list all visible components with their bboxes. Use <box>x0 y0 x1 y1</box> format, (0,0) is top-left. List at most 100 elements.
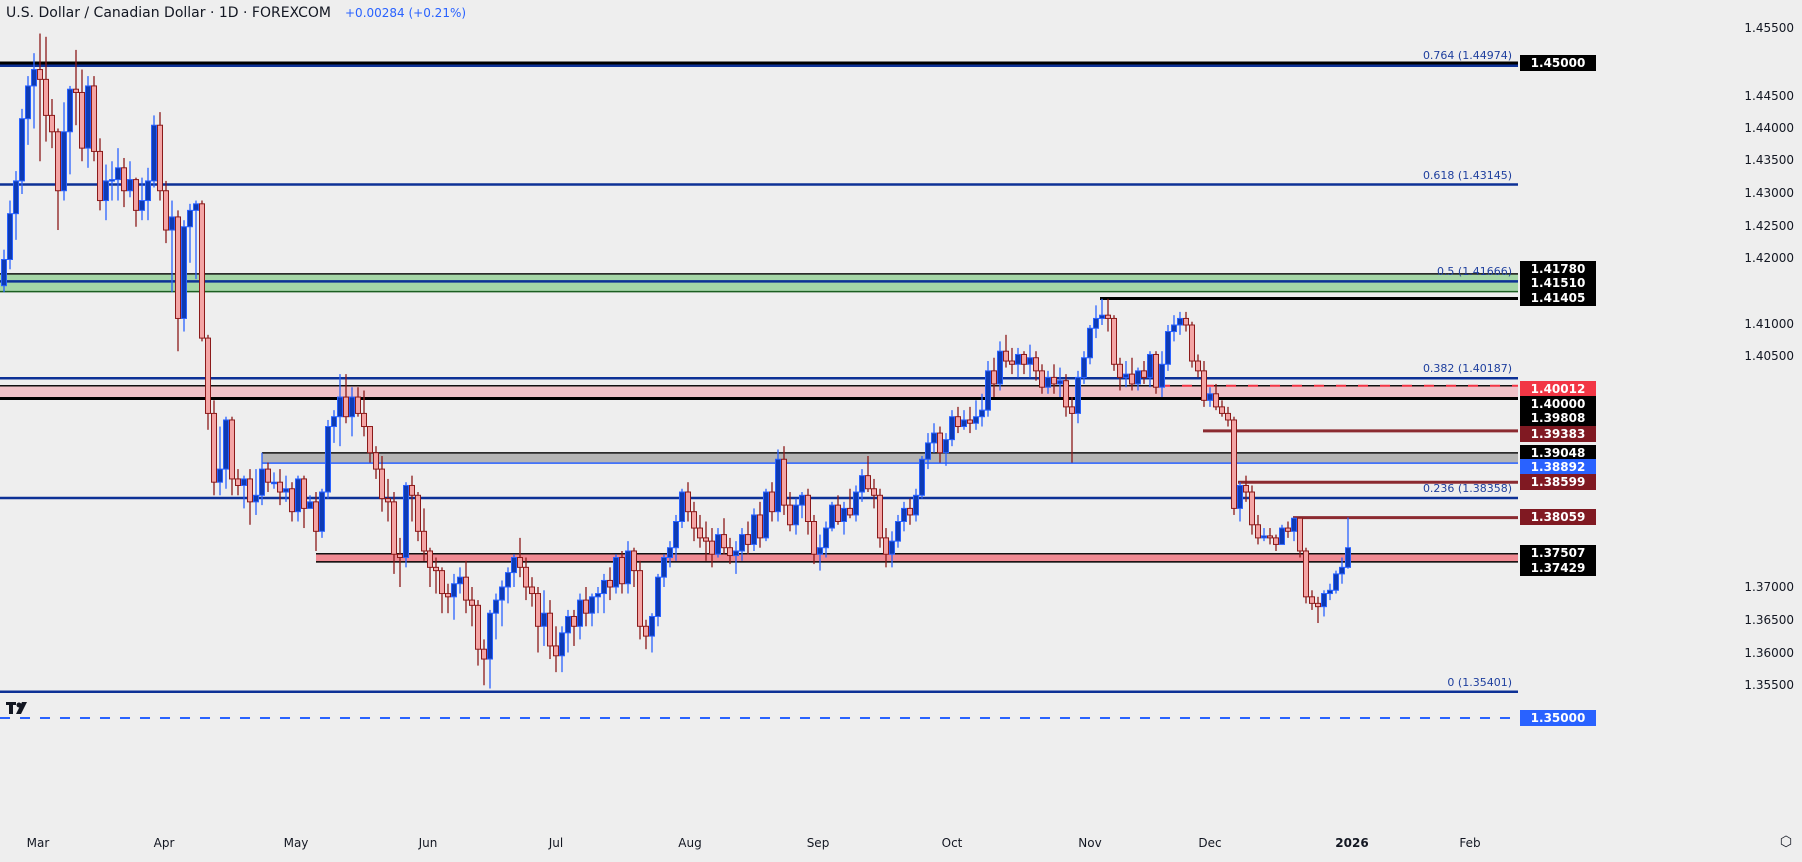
price-tag-1.38599: 1.38599 <box>1520 474 1596 490</box>
candle-body <box>673 521 679 549</box>
candle <box>121 157 127 208</box>
time-axis[interactable]: Mar Apr May Jun Jul Aug Sep Oct Nov Dec 2026 Feb <box>0 830 1802 862</box>
candle <box>283 475 289 502</box>
candle-body <box>757 514 763 539</box>
candle-body <box>1285 527 1291 532</box>
candle-body <box>841 507 847 522</box>
candle <box>721 518 727 555</box>
candle-body <box>553 645 559 657</box>
candle <box>1105 298 1111 332</box>
candle-body <box>805 494 811 522</box>
candle-body <box>913 494 919 516</box>
candle <box>145 167 151 221</box>
candle-body <box>103 180 109 202</box>
candle <box>571 609 577 646</box>
fib-label-0.236: 0.236 (1.38358) <box>1422 482 1512 496</box>
candle <box>967 406 973 434</box>
candle <box>499 580 505 627</box>
green-zone <box>0 273 1518 292</box>
candle <box>331 410 337 443</box>
time-label: Mar <box>26 836 50 850</box>
candle-body <box>505 572 511 588</box>
candle <box>1063 374 1069 417</box>
time-label: Jun <box>418 836 438 850</box>
settings-gear-icon[interactable]: ⬡ <box>1779 834 1793 850</box>
candle-body <box>679 491 685 522</box>
candle-body <box>409 484 415 496</box>
candle <box>883 528 889 568</box>
candle-body <box>289 488 295 513</box>
candle <box>457 567 463 594</box>
price-chart[interactable] <box>0 0 1518 830</box>
candle-body <box>61 131 67 192</box>
candle-body <box>295 478 301 513</box>
candle-body <box>307 501 313 509</box>
candle-body <box>979 409 985 418</box>
candle <box>841 501 847 535</box>
candle-body <box>1333 573 1339 591</box>
candle <box>415 492 421 542</box>
candle-body <box>1213 393 1219 408</box>
candle <box>937 426 943 463</box>
candle <box>97 138 103 211</box>
candle <box>691 501 697 542</box>
candle <box>1123 361 1129 388</box>
candle-body <box>181 226 187 319</box>
tradingview-logo-icon[interactable] <box>6 700 34 720</box>
candle <box>673 514 679 561</box>
candle <box>67 85 73 175</box>
price-tag-1.37507: 1.37507 <box>1520 545 1596 561</box>
candle-body <box>799 494 805 506</box>
candle-body <box>277 481 283 493</box>
candle <box>7 200 13 270</box>
price-tag-1.37429: 1.37429 <box>1520 560 1596 576</box>
candle <box>175 210 181 352</box>
candle-body <box>1 259 7 287</box>
candle-body <box>781 458 787 506</box>
candle <box>1057 367 1063 398</box>
candle-body <box>691 511 697 529</box>
candle <box>439 567 445 614</box>
candle-body <box>595 593 601 598</box>
candle <box>211 400 217 496</box>
candle <box>763 488 769 542</box>
price-axis[interactable]: 1.45500 1.44500 1.44000 1.43500 1.43000 1.425… <box>1518 0 1802 830</box>
candle-body <box>1081 357 1087 378</box>
candle-body <box>7 213 13 260</box>
candle-body <box>1219 406 1225 414</box>
candle-body <box>1123 373 1129 378</box>
candle-body <box>1345 547 1351 568</box>
time-label: Oct <box>941 836 963 850</box>
candle <box>1033 351 1039 381</box>
candle <box>181 220 187 332</box>
candle-body <box>19 118 25 182</box>
candle-body <box>541 612 547 627</box>
candle <box>217 426 223 496</box>
candle <box>541 590 547 646</box>
candle <box>961 410 967 430</box>
price-tag-1.38892: 1.38892 <box>1520 459 1596 475</box>
candle <box>349 387 355 437</box>
candle <box>1129 357 1135 391</box>
candle-body <box>607 579 613 588</box>
candle-body <box>367 426 373 454</box>
candle-body <box>871 488 877 496</box>
candle-body <box>415 494 421 532</box>
candle <box>1267 528 1273 545</box>
candle-body <box>823 527 829 549</box>
candle-body <box>421 530 427 552</box>
time-label: Jul <box>548 836 564 850</box>
candle-body <box>25 85 31 120</box>
candle <box>811 514 817 565</box>
candle-body <box>571 615 577 627</box>
time-label: May <box>283 836 309 850</box>
price-tag-1.39383: 1.39383 <box>1520 426 1596 442</box>
candle-body <box>925 442 931 460</box>
candle <box>1201 361 1207 407</box>
candle <box>1297 517 1303 558</box>
candle-body <box>493 599 499 614</box>
candle-body <box>343 396 349 418</box>
pink-zone <box>0 385 1518 399</box>
symbol-title[interactable]: U.S. Dollar / Canadian Dollar · 1D · FOR… <box>6 5 331 21</box>
candle-body <box>1261 535 1267 539</box>
